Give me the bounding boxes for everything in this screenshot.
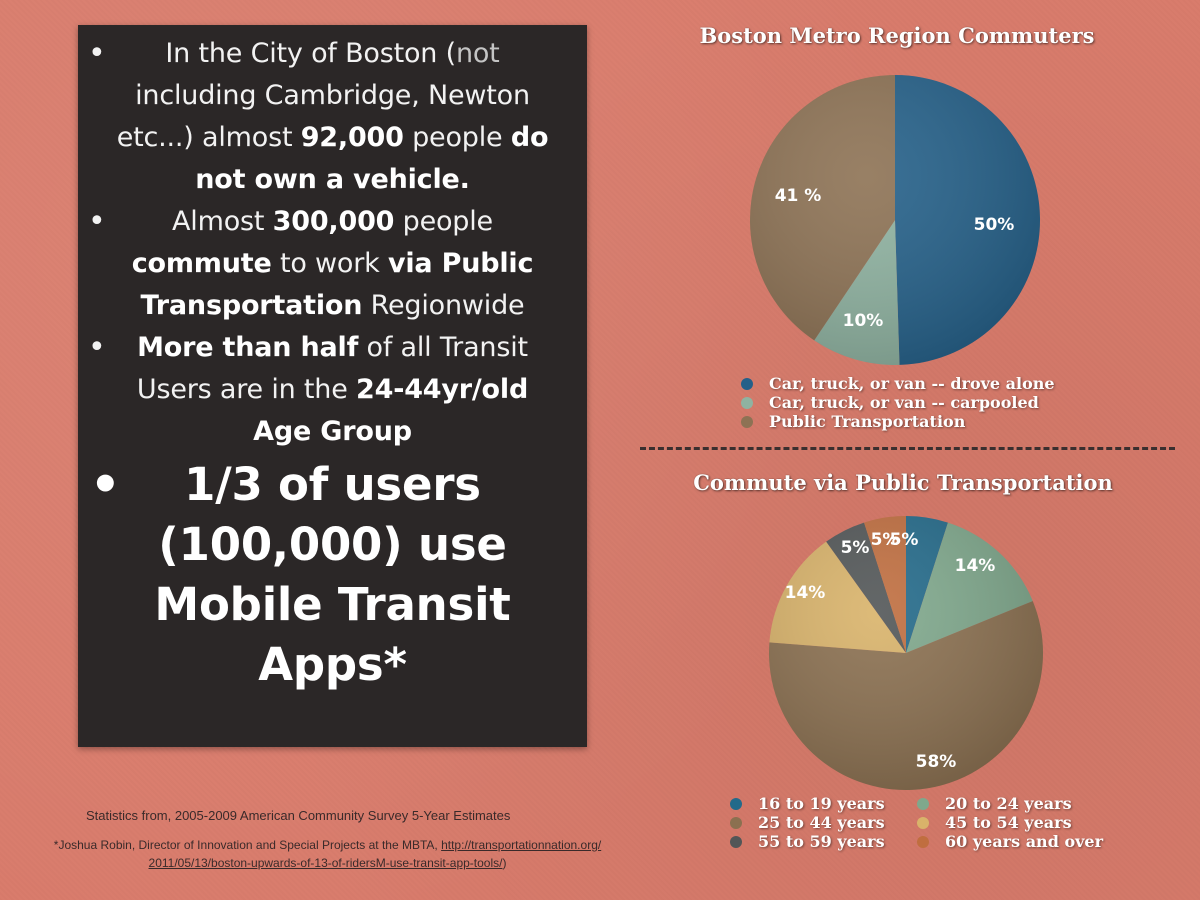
legend-label: Public Transportation xyxy=(769,412,966,431)
legend-item: Public Transportation xyxy=(741,412,1055,431)
legend-item: 25 to 44 years xyxy=(730,813,917,832)
chart1-legend: Car, truck, or van -- drove alone Car, tr… xyxy=(741,374,1055,431)
legend-dot-icon xyxy=(741,377,753,390)
source-note: Statistics from, 2005-2009 American Comm… xyxy=(86,808,511,823)
pie-label-3: 58% xyxy=(916,752,957,772)
citation-note: *Joshua Robin, Director of Innovation an… xyxy=(53,838,602,870)
legend-dot-icon xyxy=(730,835,742,848)
bullet-mobile-apps: • 1/3 of users (100,000) use Mobile Tran… xyxy=(86,455,579,695)
legend-item: Car, truck, or van -- drove alone xyxy=(741,374,1055,393)
legend-dot-icon xyxy=(730,816,742,829)
pie-label-5: 5% xyxy=(841,538,870,558)
bullet-line: Almost 300,000 people xyxy=(172,206,493,237)
legend-item: 60 years and over xyxy=(917,832,1117,851)
pie-label-1: 5% xyxy=(890,530,919,550)
pie-label-1: 50% xyxy=(974,215,1015,235)
legend-dot-icon xyxy=(917,816,929,829)
legend-dot-icon xyxy=(741,415,753,428)
pie-label-6: 5% xyxy=(871,530,900,550)
legend-item: 20 to 24 years xyxy=(917,794,1117,813)
dashed-divider xyxy=(640,447,1175,450)
pie-label-4: 14% xyxy=(785,583,826,603)
pie-slice-1 xyxy=(895,75,1041,365)
pie-label-3: 41 % xyxy=(775,186,822,206)
legend-item: Car, truck, or van -- carpooled xyxy=(741,393,1055,412)
citation-link-continued[interactable]: 2011/05/13/boston-upwards-of-13-of-rider… xyxy=(148,856,503,870)
bullet-line: not own a vehicle. xyxy=(195,164,470,195)
legend-label: 45 to 54 years xyxy=(945,813,1072,832)
bullet-line: (100,000) use xyxy=(158,518,507,571)
legend-label: 20 to 24 years xyxy=(945,794,1072,813)
legend-item: 16 to 19 years xyxy=(730,794,917,813)
legend-dot-icon xyxy=(730,797,742,810)
bullet-line: including Cambridge, Newton xyxy=(135,80,530,111)
bullet-icon: • xyxy=(88,204,106,239)
legend-label: 16 to 19 years xyxy=(758,794,885,813)
legend-dot-icon xyxy=(917,797,929,810)
bullet-line: Apps* xyxy=(258,638,407,691)
pie-label-2: 14% xyxy=(955,556,996,576)
chart2-legend: 16 to 19 years 20 to 24 years 25 to 44 yea… xyxy=(730,794,1117,851)
legend-label: Car, truck, or van -- carpooled xyxy=(769,393,1039,412)
bullet-line: Users are in the 24-44yr/old xyxy=(136,374,529,405)
bullet-line: commute to work via Public xyxy=(131,248,534,279)
legend-dot-icon xyxy=(917,835,929,848)
bullet-age-group: • More than half of all Transit Users ar… xyxy=(86,327,579,453)
bullet-line: In the City of Boston (not xyxy=(165,38,500,69)
pie-chart-commuters: 50% 10% 41 % xyxy=(750,75,1041,365)
legend-label: 55 to 59 years xyxy=(758,832,885,851)
bullet-line: Age Group xyxy=(253,416,412,447)
citation-link[interactable]: http://transportationnation.org/ xyxy=(441,838,602,852)
legend-item: 55 to 59 years xyxy=(730,832,917,851)
legend-label: 25 to 44 years xyxy=(758,813,885,832)
chart1-title: Boston Metro Region Commuters xyxy=(699,23,1095,48)
text-panel: • In the City of Boston (not including C… xyxy=(78,25,587,747)
pie-label-2: 10% xyxy=(843,311,884,331)
bullet-line: Transportation Regionwide xyxy=(140,290,525,321)
chart2-title: Commute via Public Transportation xyxy=(693,470,1113,495)
bullet-icon: • xyxy=(88,36,106,71)
bullet-line: More than half of all Transit xyxy=(137,332,528,363)
pie-chart-age-groups: 5%14%58%14%5% 5% xyxy=(769,516,1043,790)
legend-dot-icon xyxy=(741,396,753,409)
legend-item: 45 to 54 years xyxy=(917,813,1117,832)
bullet-line: 1/3 of users xyxy=(184,458,481,511)
bullet-vehicle-ownership: • In the City of Boston (not including C… xyxy=(86,33,579,201)
bullet-icon: • xyxy=(90,457,121,513)
legend-label: 60 years and over xyxy=(945,832,1104,851)
legend-label: Car, truck, or van -- drove alone xyxy=(769,374,1055,393)
bullet-commute: • Almost 300,000 people commute to work … xyxy=(86,201,579,327)
bullet-line: Mobile Transit xyxy=(154,578,511,631)
bullet-icon: • xyxy=(88,330,106,365)
bullet-line: etc...) almost 92,000 people do xyxy=(116,122,549,153)
